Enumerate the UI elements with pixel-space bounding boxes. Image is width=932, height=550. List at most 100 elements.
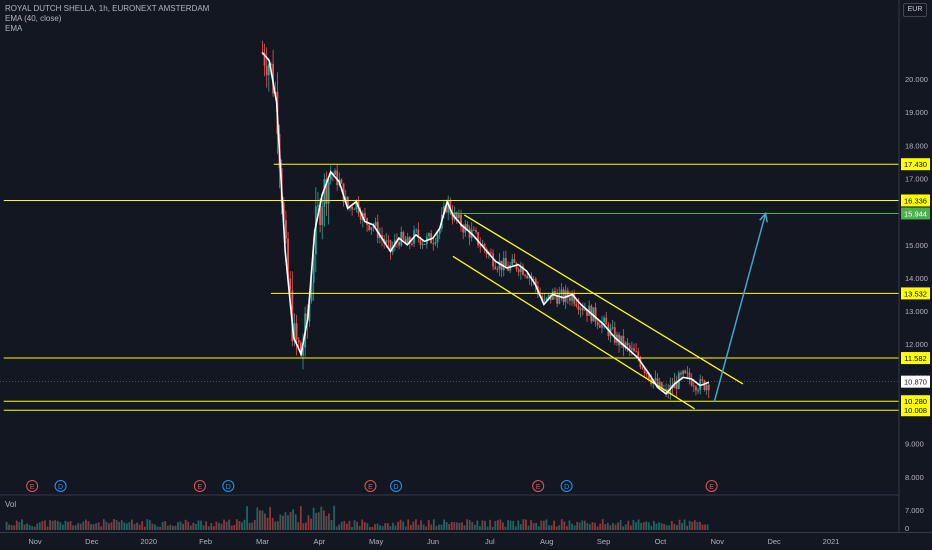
volume-bar [366,523,369,530]
volume-bar [555,526,558,530]
volume-bar [26,523,28,530]
volume-bar [302,523,305,530]
time-tick-label: Jun [427,537,439,546]
volume-bar [693,520,696,530]
volume-bar [389,526,392,530]
volume-bar [509,520,512,530]
volume-bar [310,518,312,530]
candle-body [605,317,608,325]
volume-bar [445,521,448,530]
candle-body [336,170,339,186]
levels-layer [0,163,899,411]
currency-button[interactable]: EUR [903,3,927,17]
level-price-label: 10.280 [904,397,927,406]
volume-bar [5,521,8,530]
volume-bar [438,524,440,530]
candle-body [690,379,693,386]
volume-bar [517,520,520,530]
volume-bar [371,526,374,530]
candle-body [494,266,497,269]
candle-body [404,238,407,243]
candle-body [660,382,663,391]
candle-body [579,308,582,310]
volume-bar [619,520,622,530]
volume-bar [21,519,23,530]
symbol-title[interactable]: ROYAL DUTCH SHELLA, 1h, EURONEXT AMSTERD… [5,4,210,13]
volume-bar [279,514,282,530]
ema-indicator-label[interactable]: EMA [5,24,23,33]
candle-body [526,275,529,279]
volume-bar [484,520,486,530]
volume-bar [670,520,673,530]
candle-body [374,221,377,227]
candle-body [656,378,659,388]
volume-bar [683,519,686,530]
volume-bar [187,521,190,530]
volume-bar [351,526,353,530]
volume-bar [599,523,602,530]
volume-bar [553,520,556,530]
price-tick-label: 7.000 [905,506,924,515]
volume-bar [443,519,445,530]
volume-bar [514,526,517,530]
volume-bar [701,524,704,530]
volume-bar [502,522,504,530]
candle-body [342,183,345,203]
time-tick-label: May [369,537,383,546]
volume-bar [246,506,248,530]
candle-body [569,297,571,301]
candle-body [603,317,606,322]
volume-bar [179,521,182,530]
candle-body [618,334,620,346]
time-tick-label: Apr [313,537,325,546]
candle-body [295,323,298,340]
candle-body [684,370,687,373]
earnings-marker [532,480,545,492]
candle-body [289,278,292,291]
volume-bar [686,525,689,530]
volume-bar [143,526,146,530]
candle-body [490,252,492,254]
earnings-marker [26,480,39,492]
volume-bar [251,522,254,530]
candle-body [594,307,597,322]
volume-bar [448,523,451,530]
volume-bar [699,521,701,530]
volume-bar [550,525,553,530]
candle-body [391,246,394,253]
volume-bar [110,522,113,530]
volume-pane-label[interactable]: Vol [5,500,17,509]
candle-body [368,224,371,231]
volume-bar [207,526,210,530]
volume-bar [594,522,596,530]
volume-bar [522,519,525,530]
time-tick-label: Nov [711,537,725,546]
volume-bar [453,522,456,530]
volume-bar [663,524,666,530]
candle-body [502,258,505,271]
candle-body [402,231,405,239]
candle-body [620,335,623,346]
volume-bar [407,519,410,530]
level-price-label-bg [901,404,930,417]
candle-body [701,379,704,381]
target-price-label: 15.944 [904,209,927,218]
volume-bar [545,519,548,530]
dividend-marker-label: D [394,484,399,491]
candle-body [547,294,550,298]
volume-bar [422,524,425,530]
candle-body [334,170,336,175]
volume-bar [82,521,85,530]
time-tick-label: 2021 [823,537,840,546]
candle-body [423,244,426,246]
ema-indicator-title[interactable]: EMA (40, close) [5,14,62,23]
volume-bar [655,523,658,530]
volume-bar [473,524,476,530]
volume-bar [404,526,407,530]
earnings-marker [193,480,206,492]
volume-bar [171,525,174,530]
volume-bar [156,526,159,530]
volume-bar [284,512,287,530]
time-tick-label: Aug [540,537,553,546]
